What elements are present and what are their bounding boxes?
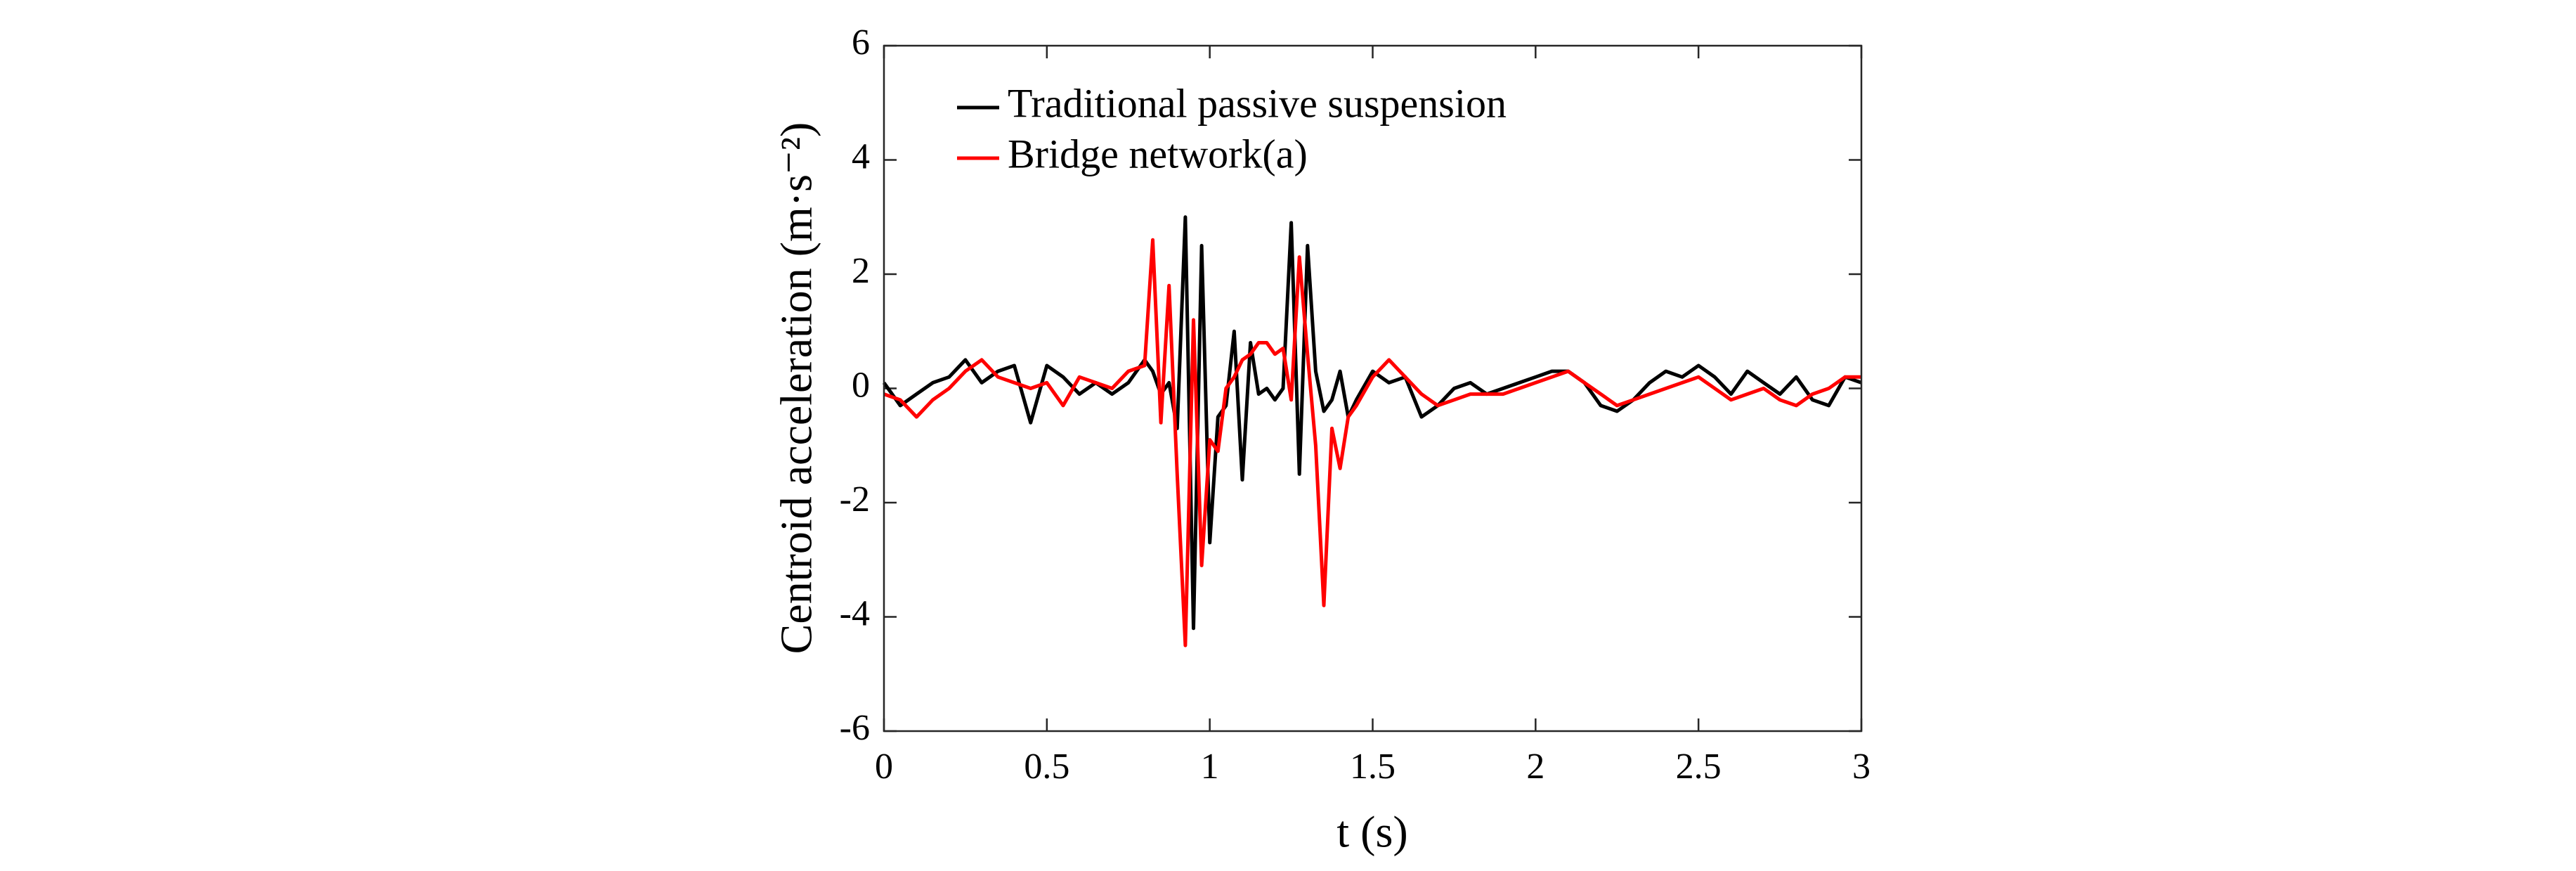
x-tick-label: 2.5 <box>1676 747 1722 787</box>
x-tick-label: 0 <box>875 747 893 787</box>
x-tick-label: 1 <box>1201 747 1219 787</box>
legend-label: Bridge network(a) <box>1008 131 1308 176</box>
series-line <box>883 238 1861 647</box>
y-tick-label: 2 <box>852 251 870 291</box>
plot-area <box>884 46 1861 731</box>
x-tick-label: 0.5 <box>1024 747 1069 787</box>
y-tick-label: -2 <box>840 479 870 520</box>
x-tick-label: 1.5 <box>1350 747 1396 787</box>
y-tick-label: 6 <box>852 22 870 63</box>
y-tick-label: -4 <box>840 593 870 633</box>
y-tick-label: 4 <box>852 136 870 176</box>
x-tick-label: 2 <box>1526 747 1544 787</box>
y-axis-label: Centroid acceleration (m·s⁻²) <box>772 122 821 654</box>
y-tick-label: 0 <box>852 365 870 405</box>
series-line <box>882 215 1862 631</box>
legend-label: Traditional passive suspension <box>1008 80 1507 126</box>
y-tick-label: -6 <box>840 708 870 748</box>
axes-box <box>883 44 1863 733</box>
x-tick-label: 3 <box>1852 747 1871 787</box>
x-axis-label: t (s) <box>1336 807 1407 857</box>
